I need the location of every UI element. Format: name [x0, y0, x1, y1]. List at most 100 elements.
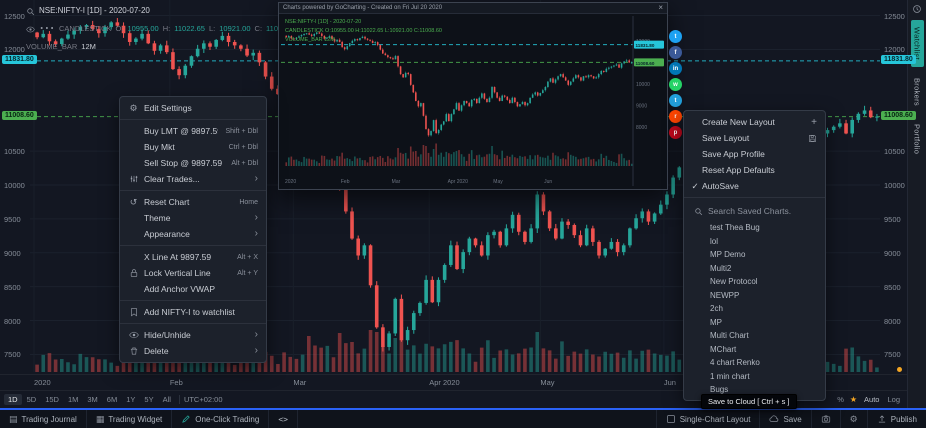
price-axis-label: 8000: [4, 316, 21, 326]
timeframe-button-3m[interactable]: 3M: [87, 395, 98, 404]
saved-chart-item[interactable]: 1 min chart: [710, 371, 750, 381]
trading-widget-button[interactable]: ▦ Trading Widget: [87, 410, 173, 428]
saved-chart-item[interactable]: NEWPP: [710, 290, 740, 300]
settings-button[interactable]: ⚙: [839, 410, 867, 428]
menu-item-hide-unhide[interactable]: Hide/Unhide ›: [120, 327, 266, 343]
timeframe-button-1y[interactable]: 1Y: [126, 395, 136, 404]
menu-item-autosave[interactable]: ✓ AutoSave: [684, 178, 825, 194]
saved-chart-item[interactable]: MChart: [710, 344, 737, 354]
time-axis-label: Jun: [663, 378, 676, 387]
menu-item-create-new-layout[interactable]: Create New Layout +: [702, 116, 817, 128]
menu-item-appearance[interactable]: Appearance ›: [144, 228, 258, 240]
share-preview-window: Charts powered by GoCharting - Created o…: [278, 2, 668, 190]
saved-chart-item[interactable]: MP Demo: [710, 250, 746, 260]
menu-item-sell-stop[interactable]: Sell Stop @ 9897.59 Alt + Dbl: [144, 158, 258, 168]
high-value: 11022.65: [174, 24, 205, 34]
symbol-title[interactable]: NSE:NIFTY-I [1D] - 2020-07-20: [39, 6, 150, 15]
menu-item-edit-settings[interactable]: ⚙ Edit Settings: [120, 100, 266, 116]
check-icon: ✓: [691, 180, 699, 191]
menu-divider: [120, 190, 266, 191]
menu-item-save-layout[interactable]: Save Layout: [684, 130, 825, 146]
price-axis-label: 9500: [884, 214, 901, 224]
menu-item-save-app-profile[interactable]: Save App Profile: [702, 149, 765, 159]
saved-chart-item[interactable]: 4 chart Renko: [710, 358, 760, 368]
time-axis[interactable]: 2020 Feb Mar Apr 2020 May Jun: [0, 374, 908, 390]
preview-title-text: Charts powered by GoCharting - Created o…: [283, 5, 443, 11]
menu-item-reset-chart[interactable]: ↺ Reset Chart Home: [120, 194, 266, 210]
menu-item-delete[interactable]: Delete ›: [120, 343, 266, 359]
save-button[interactable]: Save: [759, 410, 810, 428]
close-icon[interactable]: ×: [658, 3, 663, 12]
saved-charts-search[interactable]: Search Saved Charts.: [684, 201, 825, 221]
whatsapp-share-icon[interactable]: w: [669, 78, 682, 91]
saved-chart-item[interactable]: test Thea Bug: [710, 223, 760, 233]
trading-journal-button[interactable]: ▤ Trading Journal: [0, 410, 87, 428]
menu-item-buy-lmt[interactable]: Buy LMT @ 9897.59 Shift + Dbl: [144, 126, 258, 136]
price-axis-label: 7500: [4, 350, 21, 360]
price-axis-label: 10500: [884, 147, 905, 157]
star-icon[interactable]: ★: [849, 395, 858, 404]
auto-scale-button[interactable]: Auto: [864, 395, 880, 404]
timeframe-button-5y[interactable]: 5Y: [144, 395, 154, 404]
svg-text:10000: 10000: [636, 82, 650, 88]
menu-item-add-to-watchlist[interactable]: Add NIFTY-I to watchlist: [120, 304, 266, 320]
timeframe-button-6m[interactable]: 6M: [106, 395, 118, 404]
single-chart-layout-button[interactable]: Single-Chart Layout: [655, 410, 760, 428]
publish-button[interactable]: Publish: [866, 410, 926, 428]
price-axis-label: 8500: [884, 282, 901, 292]
submenu-arrow-icon: ›: [254, 173, 258, 184]
tab-brokers[interactable]: Brokers: [912, 77, 922, 106]
gear-icon: ⚙: [129, 102, 138, 113]
saved-chart-item[interactable]: Bugs: [710, 385, 729, 395]
snapshot-button[interactable]: [810, 410, 840, 428]
timeframe-button-5d[interactable]: 5D: [26, 395, 37, 404]
facebook-share-icon[interactable]: f: [669, 46, 682, 59]
linkedin-share-icon[interactable]: in: [669, 62, 682, 75]
twitter-share-icon[interactable]: t: [669, 30, 682, 43]
saved-chart-item[interactable]: 2ch: [710, 304, 723, 314]
saved-chart-item[interactable]: lol: [710, 236, 719, 246]
log-scale-button[interactable]: Log: [887, 395, 900, 404]
pinterest-share-icon[interactable]: p: [669, 126, 682, 139]
menu-item-x-line[interactable]: X Line At 9897.59 Alt + X: [144, 252, 258, 262]
timeframe-button-all[interactable]: All: [162, 395, 171, 404]
saved-chart-item[interactable]: Multi2: [710, 263, 732, 273]
more-dots-icon[interactable]: ⋯: [39, 20, 55, 37]
one-click-trading-button[interactable]: One-Click Trading: [172, 410, 270, 428]
submenu-arrow-icon: ›: [254, 228, 258, 239]
eye-icon[interactable]: [26, 25, 35, 34]
search-icon[interactable]: [26, 7, 35, 16]
search-icon: [695, 207, 703, 215]
timezone-label[interactable]: UTC+02:00: [183, 395, 223, 404]
price-axis-label: 8500: [4, 282, 21, 292]
menu-item-reset-app-defaults[interactable]: Reset App Defaults: [702, 165, 775, 175]
plus-icon: +: [811, 116, 817, 128]
menu-item-theme[interactable]: Theme ›: [144, 212, 258, 224]
svg-text:May: May: [493, 179, 503, 185]
saved-chart-item[interactable]: MP: [710, 317, 722, 327]
menu-item-buy-mkt[interactable]: Buy Mkt Ctrl + Dbl: [144, 142, 258, 152]
chart-context-menu: ⚙ Edit Settings Buy LMT @ 9897.59 Shift …: [119, 96, 267, 363]
saved-chart-item[interactable]: New Protocol: [710, 277, 758, 287]
tab-portfolio[interactable]: Portfolio: [912, 123, 922, 155]
timeframe-button-15d[interactable]: 15D: [45, 395, 59, 404]
prev-close-badge-right: 11831.80: [881, 55, 916, 64]
volume-series-name: VOLUME_BAR: [26, 42, 78, 51]
reddit-share-icon[interactable]: r: [669, 110, 682, 123]
percent-scale-icon[interactable]: %: [837, 395, 844, 404]
timeframe-button-1m[interactable]: 1M: [67, 395, 79, 404]
price-axis-label: 12500: [884, 11, 905, 21]
alarm-icon[interactable]: [910, 2, 925, 16]
saved-chart-item[interactable]: Multi Chart: [710, 331, 749, 341]
code-editor-button[interactable]: <>: [269, 410, 298, 428]
menu-item-add-anchor-vwap[interactable]: Add Anchor VWAP: [144, 284, 216, 294]
svg-text:11831.80: 11831.80: [636, 43, 655, 48]
telegram-share-icon[interactable]: t: [669, 94, 682, 107]
price-axis-label: 10500: [4, 147, 25, 157]
submenu-arrow-icon: ›: [254, 212, 258, 223]
cloud-icon: [769, 414, 779, 424]
timeframe-button-1d[interactable]: 1D: [4, 394, 22, 405]
menu-item-clear-trades[interactable]: Clear Trades... ›: [120, 171, 266, 187]
preview-mini-chart: 1200011000100009000800011831.8011008.602…: [281, 16, 664, 186]
menu-item-lock-vertical-line[interactable]: Lock Vertical Line Alt + Y: [120, 265, 266, 281]
